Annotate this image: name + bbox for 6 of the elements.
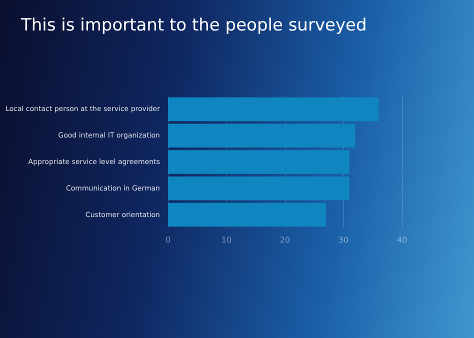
- x-tick-label: 40: [396, 236, 408, 244]
- x-tick-label: 10: [221, 236, 232, 244]
- x-tick-label: 0: [165, 236, 171, 244]
- x-tick-label: 30: [338, 236, 349, 244]
- x-tick-label: 20: [280, 236, 290, 244]
- chart-title: This is important to the people surveyed: [20, 16, 367, 36]
